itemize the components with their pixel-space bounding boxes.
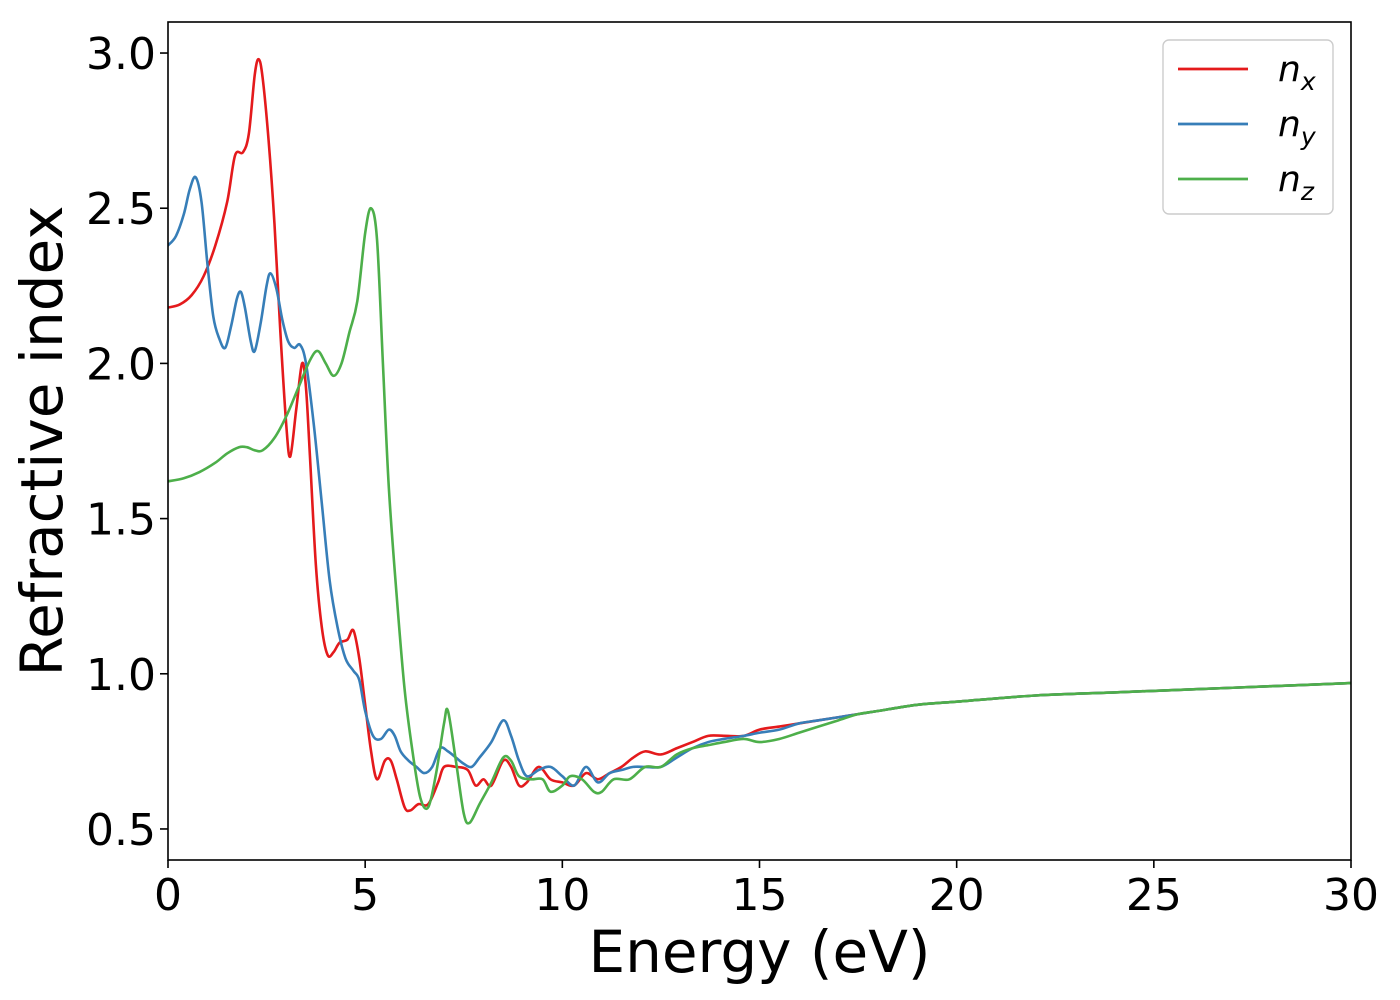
x-tick-label: 15	[732, 870, 788, 921]
y-tick-label: 2.0	[86, 339, 156, 390]
y-tick-label: 3.0	[86, 29, 156, 80]
y-axis-label: Refractive index	[8, 205, 76, 676]
x-tick-label: 20	[929, 870, 985, 921]
series-line-y	[168, 175, 1351, 787]
x-tick-label: 25	[1126, 870, 1182, 921]
x-tick-label: 0	[154, 870, 182, 921]
x-axis-label: Energy (eV)	[588, 918, 930, 986]
y-tick-label: 0.5	[86, 805, 156, 856]
series-layer	[168, 57, 1351, 825]
x-tick-label: 10	[534, 870, 590, 921]
x-tick-label: 30	[1323, 870, 1379, 921]
legend-label-y: ny	[1278, 104, 1317, 151]
plot-area	[168, 22, 1351, 860]
y-tick-label: 2.5	[86, 184, 156, 235]
x-axis-ticks: 0 5 10 15 20 25 30	[154, 860, 1379, 921]
y-tick-label: 1.5	[86, 495, 156, 546]
legend-box	[1162, 39, 1334, 215]
legend-label-z: nz	[1278, 159, 1315, 206]
series-line-x	[168, 57, 1351, 813]
series-line-z	[168, 206, 1351, 825]
legend-label-x: nx	[1278, 49, 1316, 96]
legend: nx ny nz	[1162, 39, 1334, 215]
y-axis-ticks: 0.5 1.0 1.5 2.0 2.5 3.0	[86, 29, 168, 856]
y-tick-label: 1.0	[86, 650, 156, 701]
x-tick-label: 5	[351, 870, 379, 921]
